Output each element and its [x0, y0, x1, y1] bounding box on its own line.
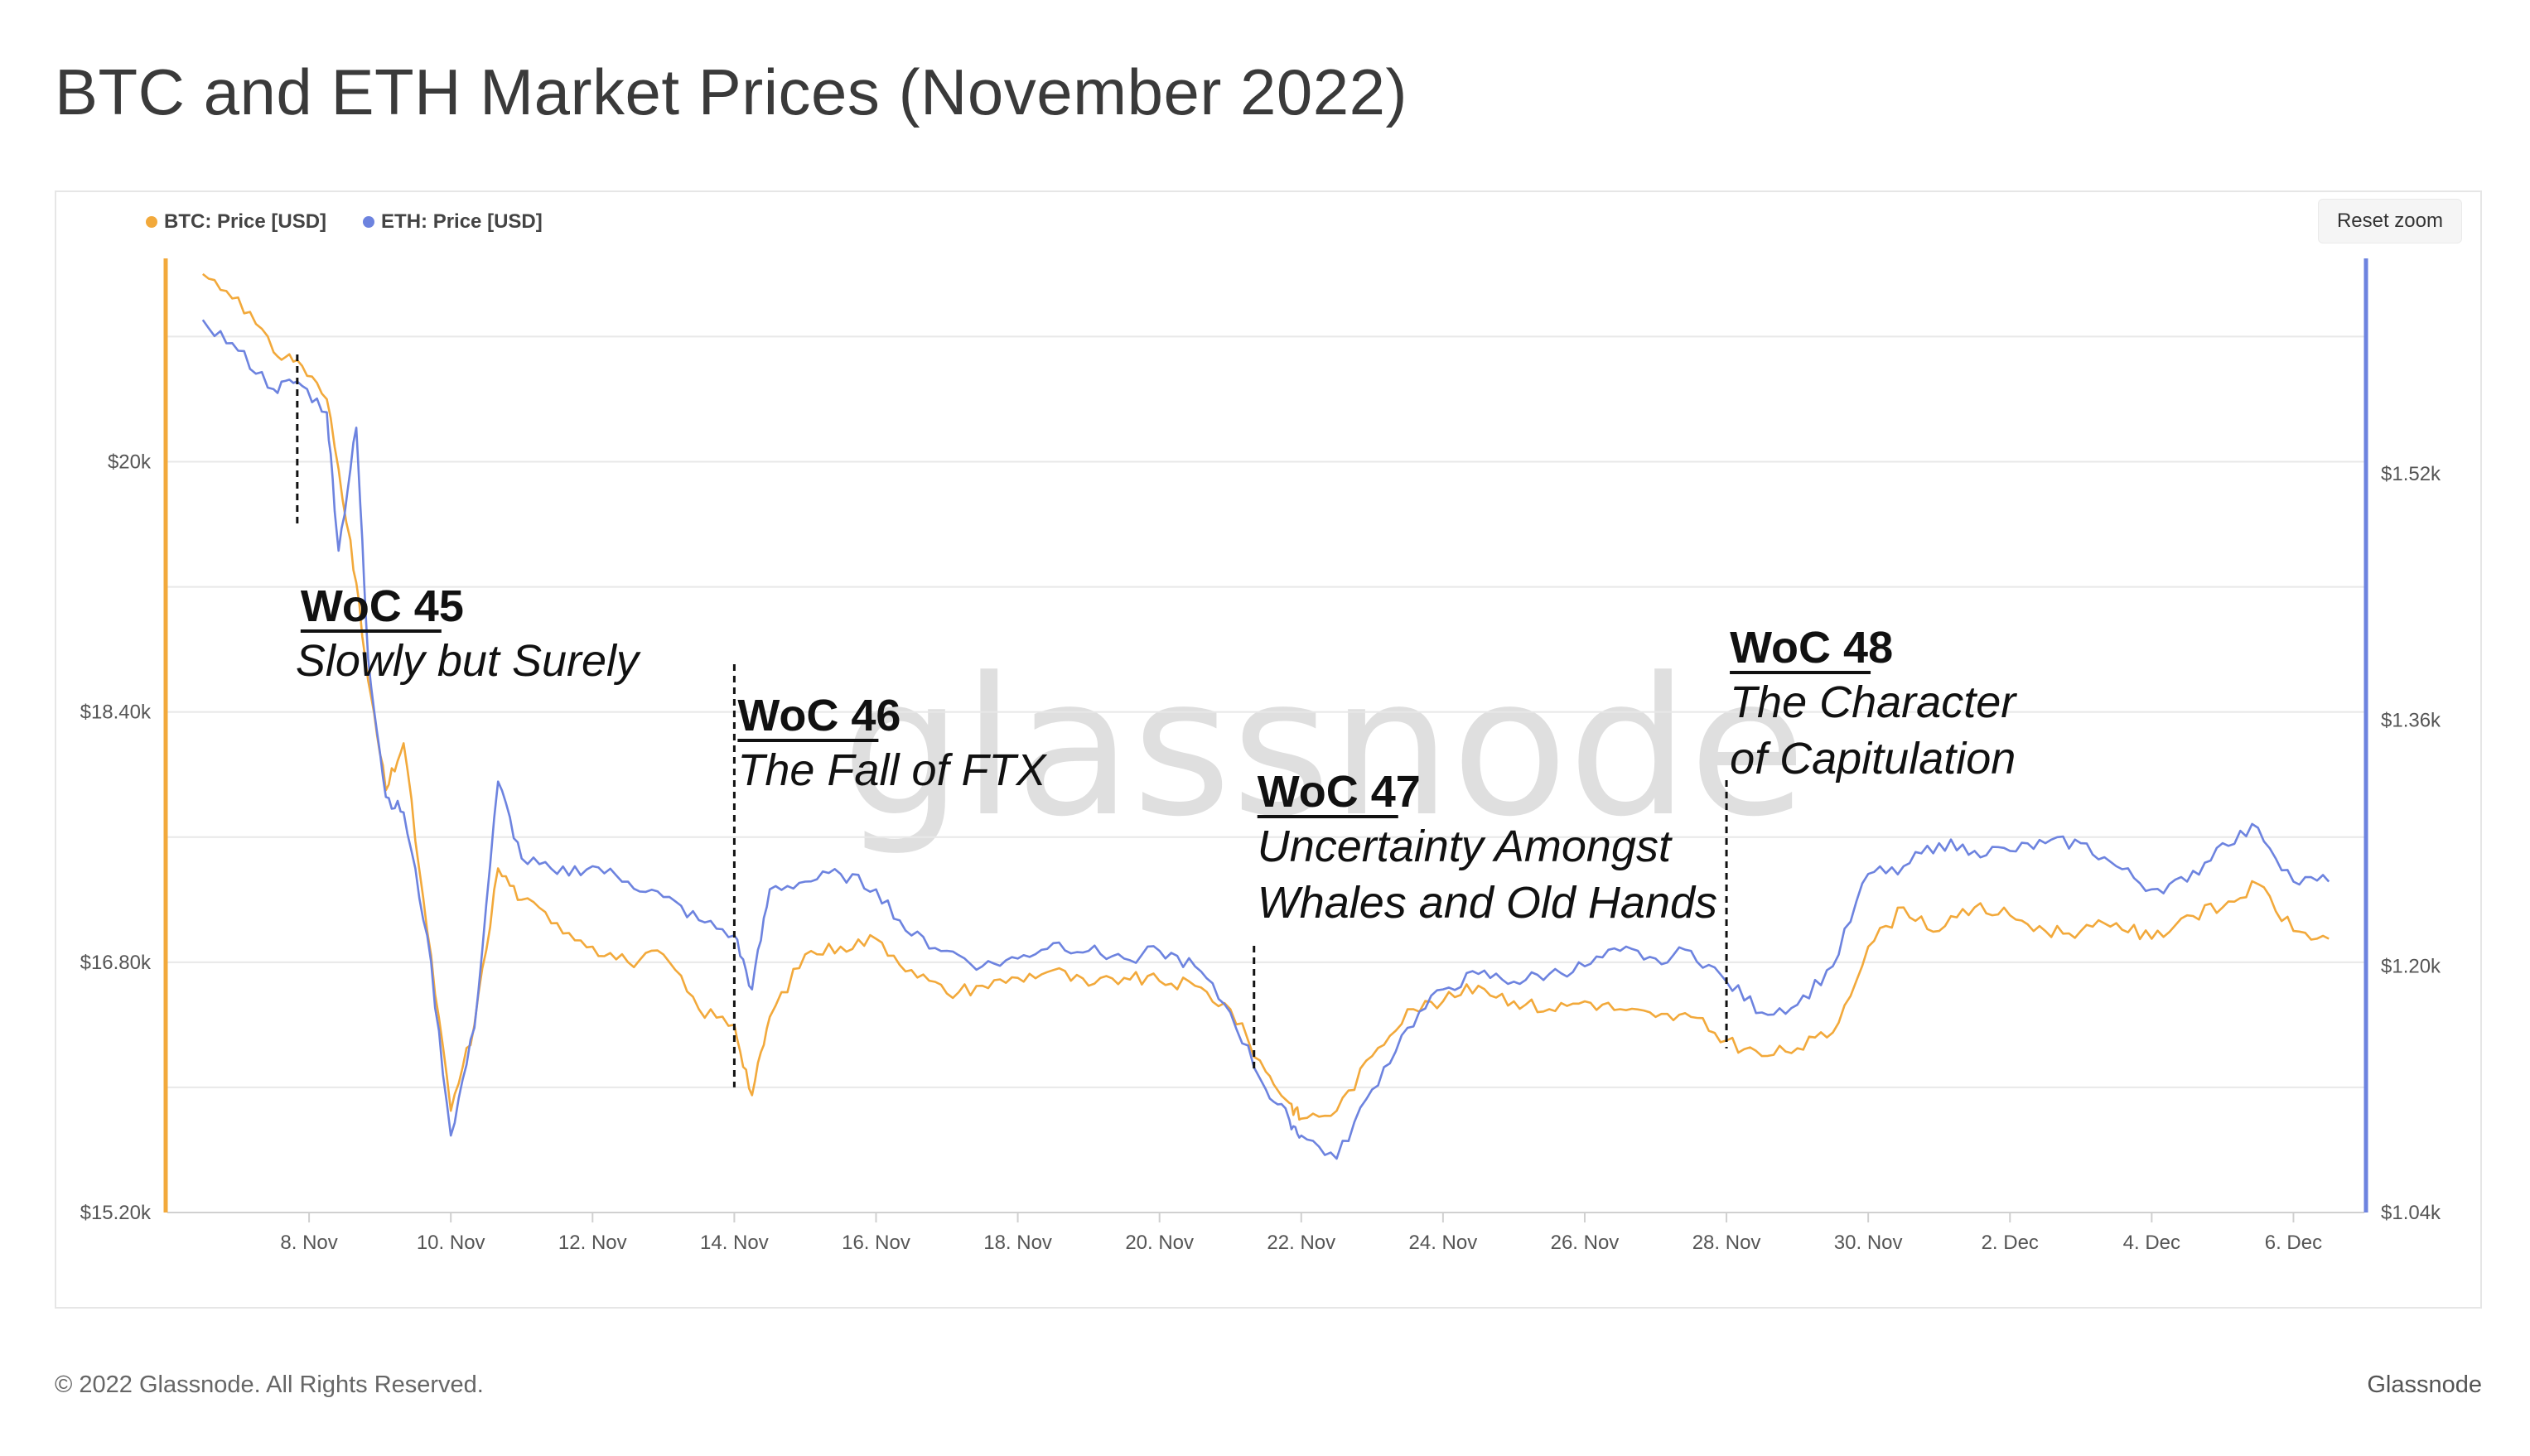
- eth-price-line: [201, 319, 2330, 1160]
- x-tick-label: 26. Nov: [1551, 1232, 1620, 1254]
- x-tick-label: 12. Nov: [558, 1232, 627, 1254]
- x-tick-label: 28. Nov: [1692, 1232, 1761, 1254]
- annotation-subtitle: The Character: [1730, 677, 2017, 727]
- x-tick-label: 4. Dec: [2123, 1232, 2180, 1254]
- x-tick-label: 16. Nov: [842, 1232, 910, 1254]
- chart-panel: BTC: Price [USD] ETH: Price [USD] Reset …: [55, 190, 2482, 1309]
- annotation-title: WoC 45: [301, 581, 464, 631]
- brand-text: Glassnode: [2367, 1372, 2482, 1398]
- x-tick-label: 14. Nov: [700, 1232, 769, 1254]
- x-tick-label: 18. Nov: [983, 1232, 1052, 1254]
- y-right-tick-label: $1.36k: [2381, 709, 2441, 731]
- x-tick-label: 30. Nov: [1834, 1232, 1903, 1254]
- annotation-title: WoC 46: [737, 691, 900, 740]
- y-left-tick-label: $15.20k: [80, 1202, 152, 1224]
- x-tick-label: 2. Dec: [1982, 1232, 2039, 1254]
- annotation-title: WoC 48: [1730, 623, 1893, 673]
- legend-dot-eth: [363, 216, 375, 228]
- x-tick-label: 6. Dec: [2265, 1232, 2322, 1254]
- annotation-title: WoC 47: [1258, 767, 1421, 817]
- annotation-subtitle: of Capitulation: [1730, 734, 2016, 783]
- reset-zoom-button[interactable]: Reset zoom: [2317, 199, 2462, 243]
- y-right-tick-label: $1.52k: [2381, 463, 2441, 485]
- y-right-tick-label: $1.04k: [2381, 1202, 2441, 1224]
- y-left-tick-label: $18.40k: [80, 701, 152, 724]
- legend-dot-btc: [146, 216, 157, 228]
- legend: BTC: Price [USD] ETH: Price [USD]: [146, 210, 543, 234]
- annotation-subtitle: Whales and Old Hands: [1258, 878, 1717, 928]
- x-tick-label: 20. Nov: [1125, 1232, 1194, 1254]
- x-tick-label: 8. Nov: [280, 1232, 337, 1254]
- annotation-subtitle: The Fall of FTX: [737, 745, 1047, 795]
- copyright-text: © 2022 Glassnode. All Rights Reserved.: [55, 1372, 484, 1398]
- x-tick-label: 24. Nov: [1409, 1232, 1478, 1254]
- y-left-tick-label: $20k: [108, 451, 152, 474]
- watermark: glassnode: [842, 638, 1807, 859]
- x-tick-label: 10. Nov: [417, 1232, 485, 1254]
- page-title: BTC and ETH Market Prices (November 2022…: [55, 55, 1408, 128]
- legend-label-btc: BTC: Price [USD]: [164, 210, 327, 233]
- y-right-tick-label: $1.20k: [2381, 956, 2441, 978]
- annotation-subtitle: Slowly but Surely: [296, 636, 641, 686]
- y-left-tick-label: $16.80k: [80, 952, 152, 974]
- legend-item-eth[interactable]: ETH: Price [USD]: [363, 210, 543, 234]
- x-tick-label: 22. Nov: [1267, 1232, 1335, 1254]
- price-chart: glassnode $15.20k $16.80k $18.40k $20k $1.04k…: [80, 258, 2441, 1254]
- legend-item-btc[interactable]: BTC: Price [USD]: [146, 210, 326, 234]
- annotation-subtitle: Uncertainty Amongst: [1258, 822, 1673, 871]
- legend-label-eth: ETH: Price [USD]: [381, 210, 543, 233]
